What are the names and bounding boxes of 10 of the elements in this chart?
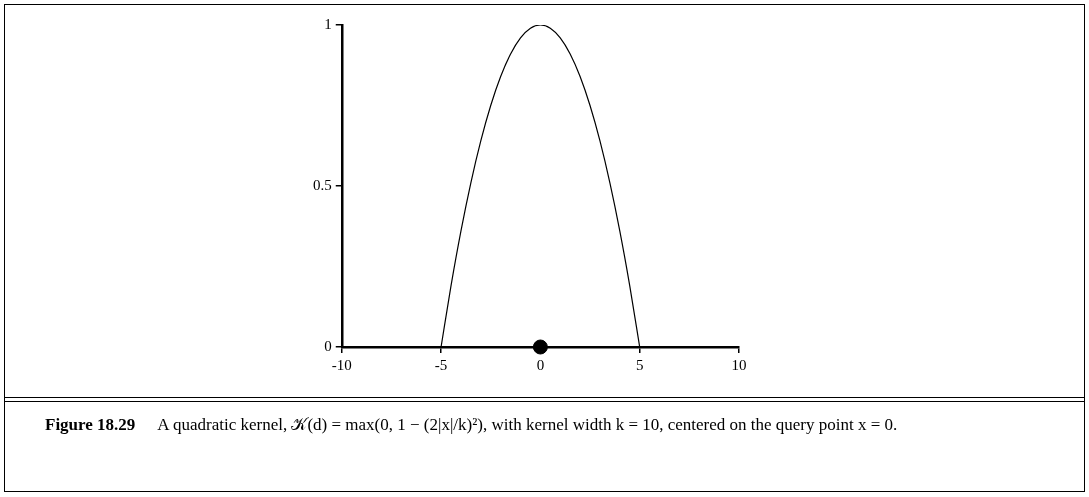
caption: Figure 18.29 xyxy=(45,415,136,434)
y-tick-label: 0 xyxy=(324,337,332,354)
x-tick-label: -5 xyxy=(434,356,448,373)
x-tick-label: 10 xyxy=(731,356,747,373)
y-tick-label: 0.5 xyxy=(313,176,332,193)
x-tick-label: -10 xyxy=(331,356,352,373)
y-tick-label: 1 xyxy=(324,15,332,32)
text: A quadratic kernel, 𝒦(d) = max(0, 1 − (2|x|/k)²), with kernel width k = 10, centered on the query point x = 0. xyxy=(157,415,898,434)
x-tick-label: 0 xyxy=(536,356,545,373)
x-tick-label: 5 xyxy=(635,356,644,373)
